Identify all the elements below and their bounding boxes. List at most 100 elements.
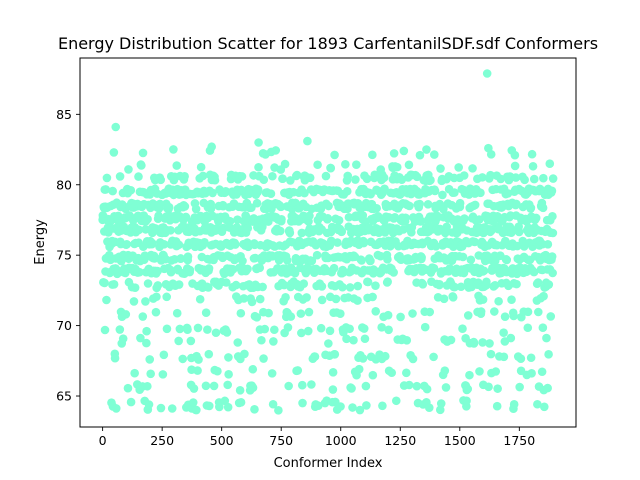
data-point bbox=[383, 277, 392, 286]
data-point bbox=[237, 172, 247, 181]
data-point bbox=[100, 325, 110, 335]
data-point bbox=[268, 399, 278, 409]
data-point bbox=[509, 311, 518, 321]
data-point bbox=[292, 170, 302, 180]
data-point bbox=[359, 238, 369, 248]
data-point bbox=[397, 175, 407, 184]
data-point bbox=[248, 383, 258, 393]
data-point bbox=[250, 405, 259, 414]
data-point bbox=[146, 369, 155, 379]
data-point bbox=[126, 397, 136, 407]
data-point bbox=[485, 339, 494, 348]
data-point bbox=[134, 172, 143, 181]
data-point bbox=[415, 199, 425, 209]
data-point bbox=[188, 398, 198, 407]
data-point bbox=[534, 307, 543, 317]
data-point bbox=[359, 324, 369, 333]
data-point bbox=[254, 162, 263, 172]
data-point bbox=[510, 150, 520, 160]
data-point bbox=[115, 172, 125, 181]
data-point bbox=[254, 138, 263, 147]
data-point bbox=[238, 256, 247, 266]
data-point bbox=[299, 279, 309, 289]
data-point bbox=[520, 175, 529, 185]
data-point bbox=[418, 279, 428, 289]
data-point bbox=[490, 280, 500, 290]
data-point bbox=[208, 188, 217, 198]
data-point bbox=[102, 295, 111, 305]
data-point bbox=[174, 336, 183, 346]
data-point bbox=[310, 352, 320, 361]
data-point bbox=[546, 312, 556, 321]
data-point bbox=[454, 163, 463, 172]
data-point bbox=[271, 146, 281, 155]
data-point bbox=[247, 297, 257, 307]
x-tick-label: 1500 bbox=[444, 433, 476, 448]
data-point bbox=[277, 214, 286, 224]
data-point bbox=[450, 188, 459, 197]
data-point bbox=[384, 325, 393, 335]
data-point bbox=[345, 324, 354, 334]
data-point bbox=[118, 334, 128, 343]
data-point bbox=[300, 188, 309, 198]
data-point bbox=[282, 256, 292, 265]
data-point bbox=[548, 228, 558, 238]
data-point bbox=[405, 201, 414, 211]
data-point bbox=[415, 150, 425, 160]
data-point bbox=[341, 160, 350, 169]
data-point bbox=[201, 381, 211, 391]
data-point bbox=[176, 254, 186, 263]
data-point bbox=[523, 307, 533, 317]
data-point bbox=[347, 384, 356, 393]
data-point bbox=[496, 174, 506, 184]
data-point bbox=[180, 202, 190, 211]
data-point bbox=[186, 336, 196, 346]
data-point bbox=[225, 216, 235, 226]
data-point bbox=[423, 200, 433, 209]
data-point bbox=[378, 401, 387, 411]
data-point bbox=[156, 403, 166, 413]
data-point bbox=[268, 171, 277, 181]
data-point bbox=[455, 198, 465, 208]
data-point bbox=[201, 308, 211, 317]
data-point bbox=[317, 282, 327, 291]
data-point bbox=[470, 237, 480, 247]
data-point bbox=[337, 227, 347, 236]
data-point bbox=[224, 353, 233, 362]
data-point bbox=[459, 171, 469, 180]
data-point bbox=[167, 404, 177, 413]
data-point bbox=[342, 186, 352, 196]
data-point bbox=[183, 325, 192, 334]
data-point bbox=[531, 213, 541, 223]
data-point bbox=[401, 213, 410, 223]
data-point bbox=[280, 159, 290, 169]
data-point bbox=[377, 323, 386, 332]
data-point bbox=[204, 264, 214, 273]
data-point bbox=[293, 366, 303, 375]
data-point bbox=[402, 368, 411, 378]
data-point bbox=[458, 252, 468, 262]
data-point bbox=[223, 380, 232, 390]
data-point bbox=[270, 325, 279, 335]
data-point bbox=[324, 201, 333, 211]
data-point bbox=[547, 252, 557, 261]
x-tick-label: 1000 bbox=[325, 433, 357, 448]
data-point bbox=[145, 355, 155, 364]
data-point bbox=[235, 386, 245, 395]
data-point bbox=[253, 185, 263, 194]
data-point bbox=[417, 253, 426, 262]
data-point bbox=[252, 313, 262, 322]
data-point bbox=[396, 312, 405, 322]
data-point bbox=[435, 279, 444, 289]
data-point bbox=[180, 172, 189, 181]
data-point bbox=[548, 212, 557, 221]
data-point bbox=[108, 186, 117, 196]
data-point bbox=[343, 171, 353, 181]
data-point bbox=[484, 382, 493, 392]
data-point bbox=[376, 251, 385, 261]
data-point bbox=[143, 381, 152, 391]
data-point bbox=[330, 150, 339, 160]
data-point bbox=[355, 405, 365, 415]
data-point bbox=[429, 150, 439, 159]
data-point bbox=[329, 263, 339, 273]
